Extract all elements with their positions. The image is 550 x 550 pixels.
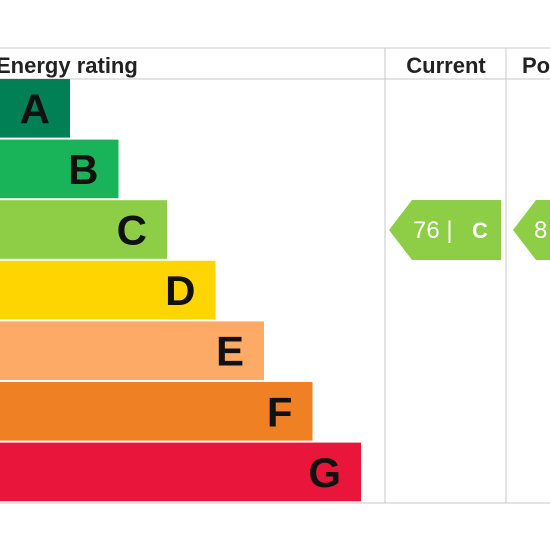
band-label-e: E	[216, 328, 244, 375]
current-rating-value: 76 |	[413, 217, 453, 244]
current-rating-band: C	[472, 218, 488, 243]
band-g	[0, 442, 361, 502]
band-label-c: C	[117, 207, 147, 254]
band-c	[0, 200, 167, 259]
header-current: Current	[406, 53, 486, 78]
potential-rating-indicator: 8	[513, 200, 550, 260]
band-e	[0, 321, 264, 380]
header-energy-rating: Energy rating	[0, 53, 138, 78]
header-potential: Po	[522, 53, 550, 78]
band-label-d: D	[165, 267, 195, 314]
current-rating-indicator: 76 | C	[389, 200, 501, 260]
band-label-g: G	[308, 449, 341, 496]
band-a	[0, 79, 70, 138]
band-d	[0, 260, 216, 320]
band-label-f: F	[267, 388, 293, 435]
current-rating-arrow	[389, 200, 501, 260]
band-label-b: B	[68, 146, 98, 193]
band-label-a: A	[20, 85, 50, 132]
band-f	[0, 382, 313, 441]
potential-rating-arrow	[513, 200, 550, 260]
band-b	[0, 139, 119, 199]
potential-rating-value: 8	[534, 217, 547, 244]
